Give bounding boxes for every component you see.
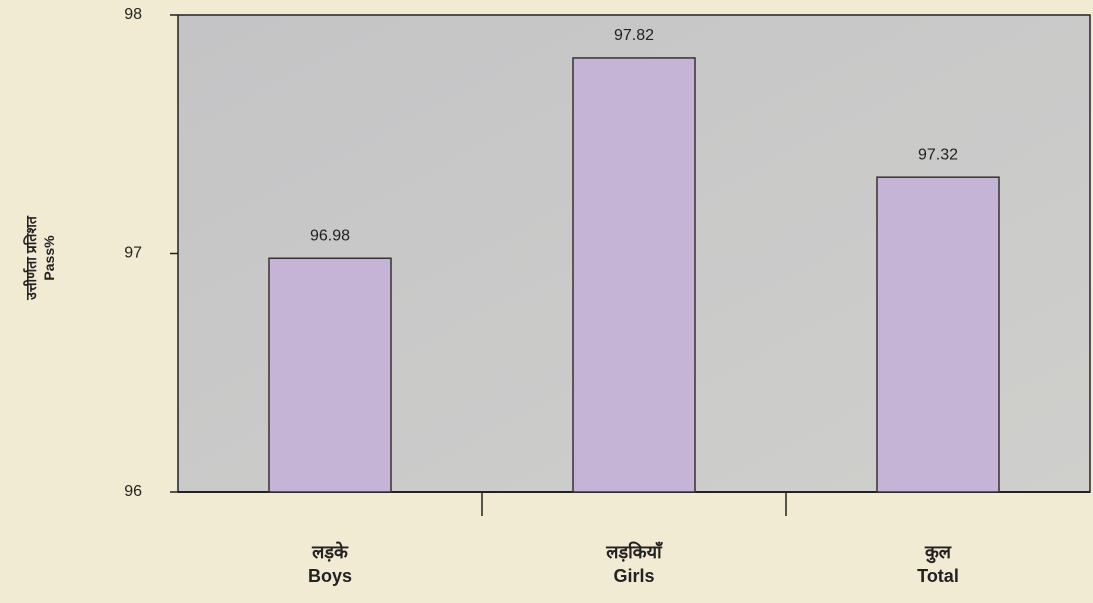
y-tick-label: 98 [124,6,142,23]
value-label: 97.32 [918,146,958,163]
x-tick-label: लड़कियाँ Girls [606,542,662,586]
value-label: 96.98 [310,227,350,244]
x-tick-label: कुल Total [917,542,959,586]
bar [572,57,696,493]
x-tick-label: लड़के Boys [307,542,352,586]
y-axis-label: उत्तीर्णता प्रतिशत Pass% [23,216,57,300]
y-tick-label: 96 [124,483,142,500]
y-tick-label: 97 [124,245,142,262]
bar [268,257,392,493]
value-label: 97.82 [614,27,654,44]
bar [876,176,1000,493]
